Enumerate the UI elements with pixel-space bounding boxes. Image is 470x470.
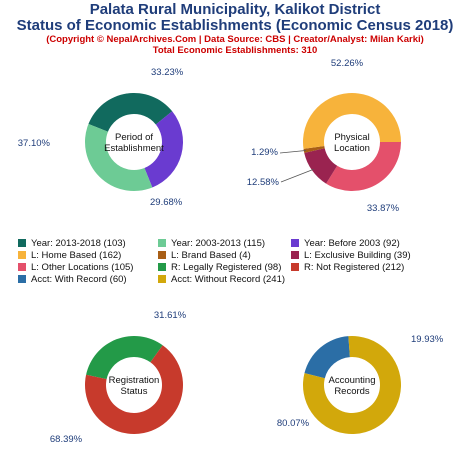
slice-4-1 xyxy=(304,336,350,379)
title-line-2: Status of Economic Establishments (Econo… xyxy=(16,17,454,34)
legend-label: L: Exclusive Building (39) xyxy=(304,249,411,261)
slice-label-2-2: 12.58% xyxy=(247,177,280,188)
legend-swatch xyxy=(18,239,26,247)
donut-center-title-3: Registration xyxy=(109,375,160,386)
title-line-1: Palata Rural Municipality, Kalikot Distr… xyxy=(89,1,381,18)
slice-label-1-3: 37.10% xyxy=(18,138,51,149)
slice-label-1-1: 33.23% xyxy=(151,67,184,78)
legend-swatch xyxy=(158,275,166,283)
slice-1-3 xyxy=(84,123,153,192)
donut-center-title-2: Location xyxy=(334,143,370,154)
slice-label-2-3: 1.29% xyxy=(251,147,278,158)
legend-item: L: Other Locations (105) xyxy=(18,261,133,273)
chart-header: Palata Rural Municipality, Kalikot Distr… xyxy=(0,1,470,57)
legend-swatch xyxy=(291,239,299,247)
legend-label: R: Not Registered (212) xyxy=(304,261,405,273)
legend-label: Acct: Without Record (241) xyxy=(171,273,286,285)
donut-center-title-1: Period of xyxy=(115,132,153,143)
slice-label-4-1: 19.93% xyxy=(411,334,444,345)
legend-swatch xyxy=(291,251,299,259)
legend-item: L: Exclusive Building (39) xyxy=(291,249,411,261)
legend-label: Year: 2003-2013 (115) xyxy=(171,237,266,249)
slice-2-4 xyxy=(303,92,401,149)
legend-item: R: Legally Registered (98) xyxy=(158,261,281,273)
legend-item: Acct: Without Record (241) xyxy=(158,273,285,285)
legend-item: Year: 2003-2013 (115) xyxy=(158,237,265,249)
donut-center-title-4: Accounting xyxy=(328,375,375,386)
donut-center-title-2: Physical xyxy=(334,132,369,143)
slice-1-1 xyxy=(88,93,173,132)
legend-swatch xyxy=(18,275,26,283)
legend-label: Year: 2013-2018 (103) xyxy=(31,237,126,249)
slice-label-3-1: 31.61% xyxy=(154,310,187,321)
slice-label-3-2: 68.39% xyxy=(50,434,83,445)
legend-label: L: Brand Based (4) xyxy=(171,249,251,261)
legend-item: Year: Before 2003 (92) xyxy=(291,237,400,249)
leader-line-2 xyxy=(279,150,306,154)
legend-swatch xyxy=(158,239,166,247)
slice-3-1 xyxy=(86,335,163,380)
donut-center-title-4: Records xyxy=(334,386,370,397)
slice-label-4-2: 80.07% xyxy=(277,418,310,429)
slice-label-2-1: 33.87% xyxy=(367,203,400,214)
legend-label: L: Other Locations (105) xyxy=(31,261,134,273)
slice-label-2-4: 52.26% xyxy=(331,58,364,69)
slice-1-2 xyxy=(144,111,183,188)
legend-swatch xyxy=(158,263,166,271)
slice-4-2 xyxy=(303,336,401,435)
slice-label-1-2: 29.68% xyxy=(150,197,183,208)
slice-2-2 xyxy=(304,148,338,184)
legend-item: Year: 2013-2018 (103) xyxy=(18,237,126,249)
legend-swatch xyxy=(18,251,26,259)
legend-label: Year: Before 2003 (92) xyxy=(304,237,400,249)
slice-2-3 xyxy=(303,145,325,153)
slice-2-1 xyxy=(326,142,401,192)
legend-swatch xyxy=(158,251,166,259)
total-line: Total Economic Establishments: 310 xyxy=(152,45,318,56)
legend-swatch xyxy=(18,263,26,271)
legend-label: R: Legally Registered (98) xyxy=(171,261,282,273)
donut-center-title-3: Status xyxy=(121,386,148,397)
legend-label: Acct: With Record (60) xyxy=(31,273,127,285)
legend-item: Acct: With Record (60) xyxy=(18,273,127,285)
legend-swatch xyxy=(291,263,299,271)
legend-item: L: Brand Based (4) xyxy=(158,249,251,261)
legend-label: L: Home Based (162) xyxy=(31,249,122,261)
leader-line-1 xyxy=(280,168,314,183)
slice-3-2 xyxy=(85,345,183,434)
legend-item: R: Not Registered (212) xyxy=(291,261,404,273)
copyright-line: (Copyright © NepalArchives.Com | Data So… xyxy=(46,34,424,45)
donut-center-title-1: Establishment xyxy=(104,143,164,154)
legend-item: L: Home Based (162) xyxy=(18,249,121,261)
